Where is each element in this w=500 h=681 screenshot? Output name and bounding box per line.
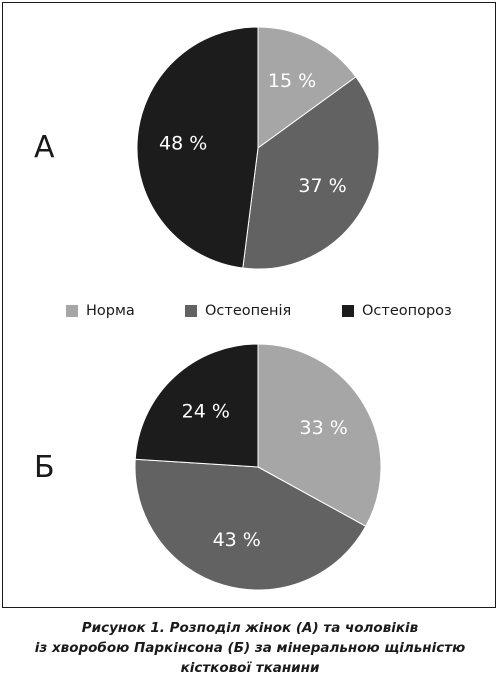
pie-chart-b: 33 % 43 % 24 % <box>134 343 382 591</box>
legend-swatch-norma <box>66 305 78 317</box>
legend-swatch-osteoporosis <box>342 305 354 317</box>
pie-b-slice-2 <box>134 343 259 468</box>
pie-a-slice-label-2: 48 % <box>159 132 207 154</box>
pie-a-slice-label-1: 37 % <box>298 175 346 197</box>
pie-b-slice-1 <box>134 458 367 591</box>
pie-b-slice-0 <box>257 343 382 527</box>
pie-a-slice-2 <box>136 26 259 269</box>
legend-item-osteopenia: Остеопенія <box>185 300 291 322</box>
legend-swatch-osteopenia <box>185 305 197 317</box>
figure-frame <box>2 2 496 608</box>
figure-caption: Рисунок 1. Розподіл жінок (А) та чоловік… <box>0 618 500 678</box>
legend-item-norma: Норма <box>66 300 135 322</box>
pie-b-slice-label-0: 33 % <box>299 417 347 439</box>
pie-b-slice-label-2: 24 % <box>182 400 230 422</box>
panel-label-a: А <box>34 130 55 165</box>
legend-item-osteoporosis: Остеопороз <box>342 300 452 322</box>
legend-label-osteopenia: Остеопенія <box>205 303 292 319</box>
pie-a-slice-0 <box>257 26 357 149</box>
legend-label-osteoporosis: Остеопороз <box>362 303 452 319</box>
pie-a-slice-label-0: 15 % <box>268 70 316 92</box>
caption-line-1: Рисунок 1. Розподіл жінок (А) та чоловік… <box>81 620 419 636</box>
pie-a-slice-1 <box>242 76 380 270</box>
panel-label-b: Б <box>34 450 55 485</box>
legend: Норма Остеопенія Остеопороз <box>0 300 500 322</box>
pie-chart-a: 15 % 37 % 48 % <box>136 26 380 270</box>
pie-b-slice-label-1: 43 % <box>213 529 261 551</box>
caption-line-3: кісткової тканини <box>180 660 320 676</box>
legend-label-norma: Норма <box>86 303 135 319</box>
caption-line-2: із хворобою Паркінсона (Б) за мінерально… <box>34 640 466 656</box>
